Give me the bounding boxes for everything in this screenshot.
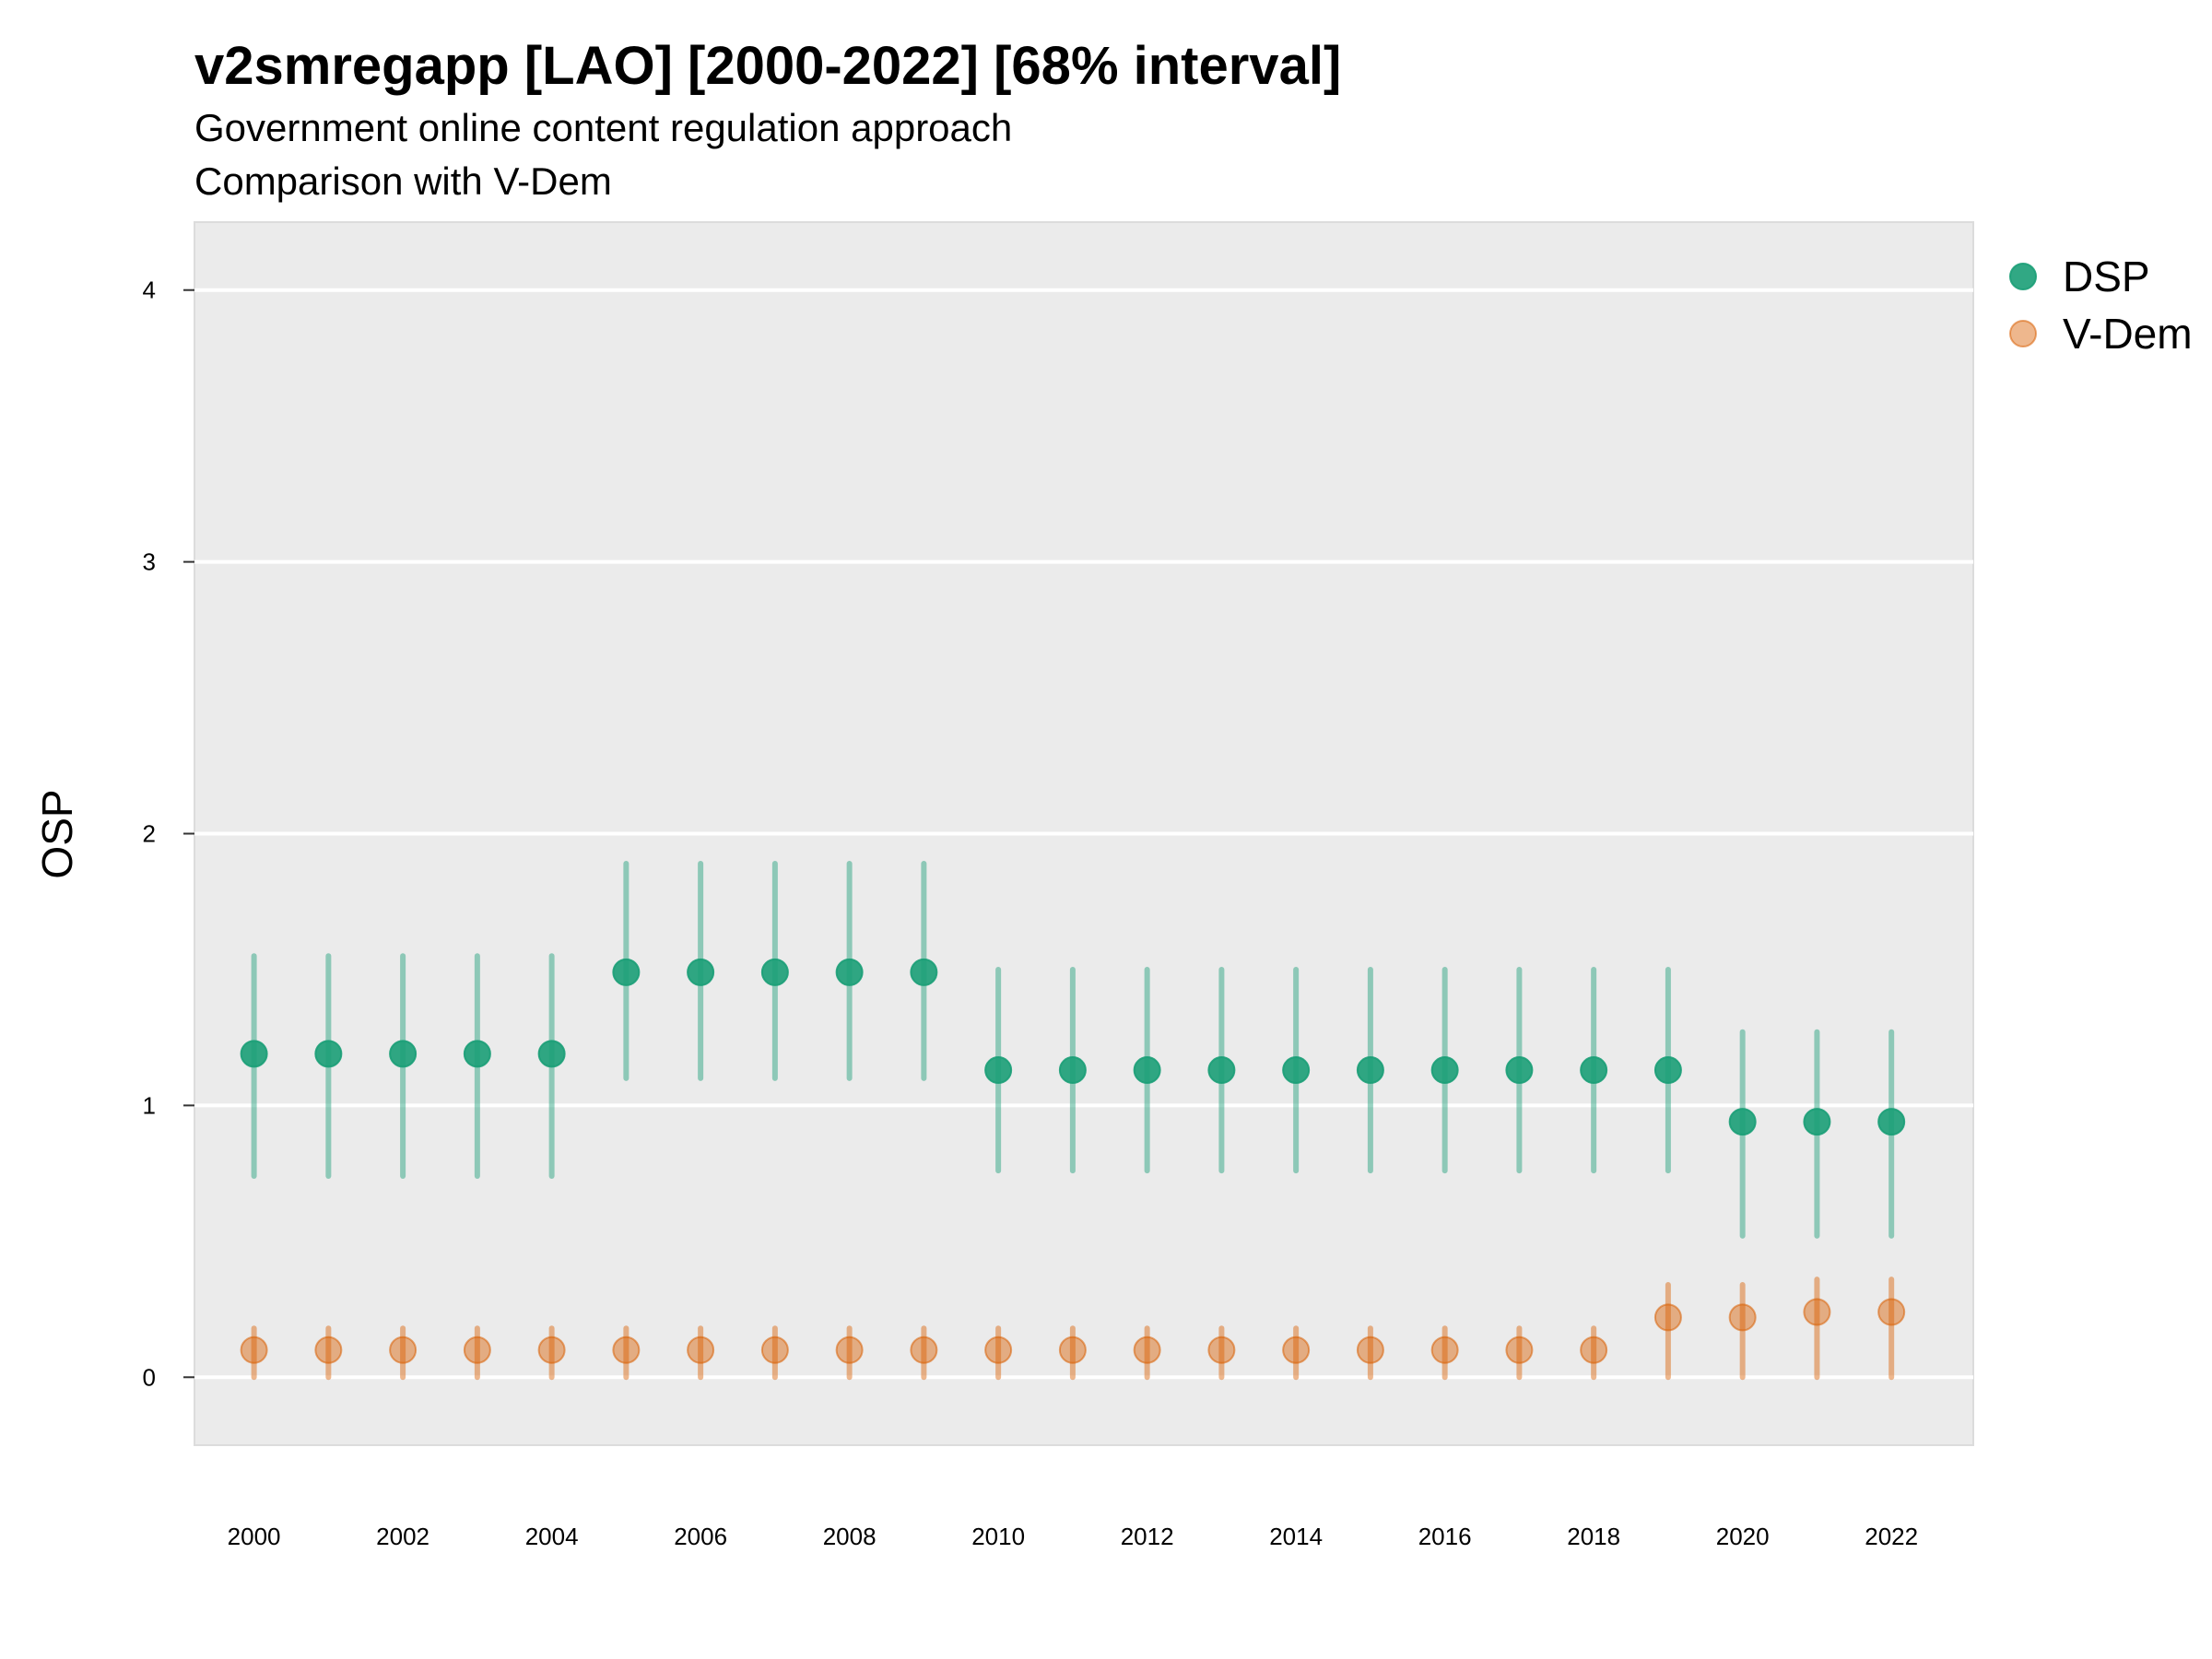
data-point [1803, 1108, 1831, 1136]
data-point [612, 958, 641, 986]
data-point [1430, 1335, 1459, 1364]
data-point [835, 958, 864, 986]
gridlines [194, 288, 1973, 1380]
data-point [1877, 1298, 1906, 1326]
y-tick-label: 1 [143, 1091, 156, 1119]
legend-label: V-Dem [2063, 310, 2193, 358]
data-point [1505, 1335, 1534, 1364]
data-point [910, 958, 938, 986]
x-tick-label: 2014 [1269, 1523, 1323, 1550]
x-tick-label: 2020 [1716, 1523, 1770, 1550]
data-point [612, 1335, 641, 1364]
y-tick-label: 2 [143, 820, 156, 848]
x-axis-ticks: 2000 2002 2004 2006 2008 2010 2012 2014 2016 2018… [228, 1523, 1918, 1550]
x-tick-label: 2000 [228, 1523, 281, 1550]
data-point [537, 1335, 566, 1364]
data-point [1356, 1335, 1384, 1364]
data-point [1430, 1056, 1459, 1085]
series-v-dem [240, 1277, 1906, 1381]
series-dsp [240, 860, 1906, 1239]
data-point [389, 1040, 418, 1068]
data-point [1207, 1335, 1236, 1364]
x-tick-label: 2018 [1567, 1523, 1620, 1550]
data-point [687, 958, 715, 986]
chart-subtitle: Government online content regulation app… [194, 106, 1013, 149]
data-point [1207, 1056, 1236, 1085]
legend-key [2009, 320, 2037, 347]
data-point [984, 1335, 1013, 1364]
data-point [1580, 1335, 1608, 1364]
data-point [240, 1040, 268, 1068]
y-tick-label: 4 [143, 276, 156, 304]
data-point [1653, 1056, 1682, 1085]
x-tick-label: 2012 [1121, 1523, 1174, 1550]
y-axis-title: OSP [33, 789, 81, 878]
data-point [835, 1335, 864, 1364]
data-point [1877, 1108, 1906, 1136]
data-point [1282, 1056, 1311, 1085]
data-point [1803, 1298, 1831, 1326]
data-point [314, 1335, 343, 1364]
x-tick-label: 2016 [1418, 1523, 1472, 1550]
data-point [1728, 1303, 1757, 1332]
data-point [1282, 1335, 1311, 1364]
data-point [389, 1335, 418, 1364]
data-point [1058, 1056, 1087, 1085]
chart-title: v2smregapp [LAO] [2000-2022] [68% interv… [194, 36, 1342, 96]
y-tick-label: 3 [143, 548, 156, 576]
x-tick-label: 2006 [674, 1523, 727, 1550]
data-point [1505, 1056, 1534, 1085]
data-point [463, 1335, 491, 1364]
x-tick-label: 2004 [525, 1523, 579, 1550]
x-tick-label: 2022 [1865, 1523, 1918, 1550]
data-point [1580, 1056, 1608, 1085]
legend: DSP V-Dem [2009, 253, 2193, 358]
legend-label: DSP [2063, 253, 2150, 300]
x-tick-label: 2008 [823, 1523, 877, 1550]
data-point [1356, 1056, 1384, 1085]
data-point [984, 1056, 1013, 1085]
chart-subtitle-comparison: Comparison with V-Dem [194, 159, 612, 203]
data-point [240, 1335, 268, 1364]
legend-key [2009, 263, 2037, 290]
data-point [314, 1040, 343, 1068]
y-axis-ticks: 0 1 2 3 4 [143, 276, 194, 1391]
data-point [910, 1335, 938, 1364]
data-point [1058, 1335, 1087, 1364]
x-tick-label: 2010 [971, 1523, 1025, 1550]
x-tick-label: 2002 [376, 1523, 429, 1550]
data-point [760, 958, 789, 986]
data-point [687, 1335, 715, 1364]
y-tick-label: 0 [143, 1363, 156, 1391]
data-point [537, 1040, 566, 1068]
data-point [463, 1040, 491, 1068]
data-point [1133, 1335, 1161, 1364]
data-point [760, 1335, 789, 1364]
series-layer [240, 860, 1906, 1381]
data-point [1653, 1303, 1682, 1332]
data-point [1728, 1108, 1757, 1136]
data-point [1133, 1056, 1161, 1085]
